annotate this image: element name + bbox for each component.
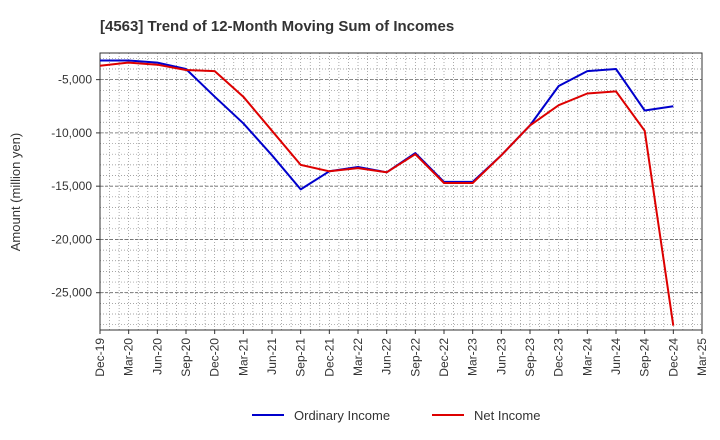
x-tick-label: Jun-24	[609, 338, 623, 375]
y-tick-label: -25,000	[51, 286, 92, 300]
x-tick-label: Dec-22	[437, 338, 451, 377]
x-axis: Dec-19 Mar-20 Jun-20 Sep-20 Dec-20 Mar-21 Jun-…	[93, 330, 709, 377]
plot-frame	[99, 52, 703, 331]
legend: Ordinary Income Net Income	[252, 408, 540, 423]
chart-title: [4563] Trend of 12-Month Moving Sum of I…	[100, 18, 454, 35]
x-tick-label: Mar-25	[695, 338, 709, 376]
legend-label: Net Income	[474, 408, 540, 423]
x-tick-label: Dec-21	[322, 338, 336, 377]
y-axis-label: Amount (million yen)	[8, 133, 23, 252]
x-tick-label: Dec-19	[93, 338, 107, 377]
y-tick-label: -5,000	[58, 73, 92, 87]
x-tick-label: Mar-21	[236, 338, 250, 376]
plot-background	[100, 53, 702, 330]
y-tick-label: -20,000	[51, 232, 92, 246]
x-tick-label: Dec-24	[666, 338, 680, 377]
y-axis: -5,000 -10,000 -15,000 -20,000 -25,000	[51, 73, 100, 300]
x-tick-label: Mar-23	[466, 338, 480, 376]
series-line	[99, 61, 675, 326]
legend-label: Ordinary Income	[294, 408, 390, 423]
x-tick-label: Jun-21	[265, 338, 279, 375]
x-tick-label: Mar-24	[580, 338, 594, 376]
x-tick-label: Jun-23	[494, 338, 508, 375]
x-tick-label: Sep-24	[638, 338, 652, 377]
x-tick-label: Dec-23	[552, 338, 566, 377]
y-tick-label: -10,000	[51, 126, 92, 140]
x-tick-label: Mar-22	[351, 338, 365, 376]
x-tick-label: Jun-22	[380, 338, 394, 375]
x-tick-label: Sep-22	[408, 338, 422, 377]
plot-area	[99, 52, 703, 331]
x-tick-label: Sep-20	[179, 338, 193, 377]
y-tick-label: -15,000	[51, 179, 92, 193]
x-tick-label: Dec-20	[208, 338, 222, 377]
series-lines	[99, 59, 675, 326]
x-tick-label: Mar-20	[122, 338, 136, 376]
x-tick-label: Sep-23	[523, 338, 537, 377]
x-tick-label: Sep-21	[294, 338, 308, 377]
x-tick-label: Jun-20	[150, 338, 164, 375]
